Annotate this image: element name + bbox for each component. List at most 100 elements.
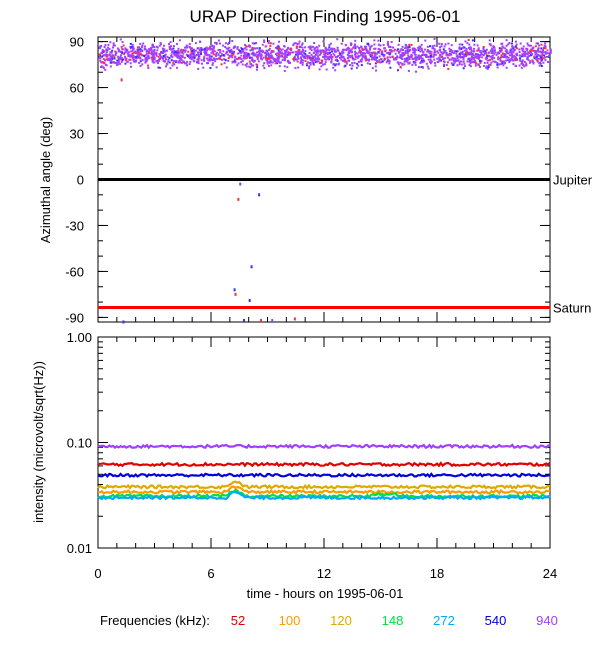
azimuth-point	[110, 59, 113, 62]
azimuth-point	[533, 55, 536, 58]
azimuth-point	[321, 49, 324, 52]
azimuth-point	[428, 45, 431, 48]
azimuth-point	[458, 46, 461, 49]
azimuth-point	[325, 68, 328, 71]
azimuth-point	[180, 48, 183, 51]
azimuth-point	[261, 49, 264, 52]
azimuth-point	[320, 65, 323, 68]
azimuth-point	[369, 46, 372, 49]
azimuth-point	[272, 50, 275, 53]
azimuth-point	[406, 46, 409, 49]
azimuth-point	[333, 47, 336, 50]
azimuth-point	[161, 57, 164, 60]
azimuth-point	[221, 53, 224, 56]
azimuth-point	[105, 51, 108, 54]
azimuth-point	[236, 64, 239, 67]
azimuth-band	[98, 37, 552, 73]
azimuth-point	[260, 54, 263, 57]
azimuth-point	[112, 42, 115, 45]
azimuth-point	[296, 53, 299, 56]
azimuth-point	[304, 46, 307, 49]
azimuth-point	[414, 63, 417, 66]
azimuth-point	[264, 55, 267, 58]
azimuth-point	[357, 64, 360, 67]
azimuth-point	[407, 54, 410, 57]
azimuth-point	[240, 50, 243, 53]
azimuth-point	[150, 48, 153, 51]
azimuth-point	[242, 50, 245, 53]
azimuth-point	[313, 48, 316, 51]
azimuth-point	[455, 50, 458, 53]
azimuth-point	[456, 57, 459, 60]
azimuth-point	[426, 49, 429, 52]
azimuth-point	[274, 59, 277, 62]
azimuth-point	[162, 49, 165, 52]
azimuth-point	[537, 49, 540, 52]
azimuth-point	[316, 46, 319, 49]
azimuth-point	[356, 62, 359, 65]
azimuth-point	[188, 55, 191, 58]
azimuth-point	[465, 55, 468, 58]
azimuth-point	[184, 49, 187, 52]
azimuth-point	[482, 50, 485, 53]
azimuth-point	[99, 56, 102, 59]
azimuth-point	[469, 62, 472, 65]
azimuth-point	[406, 60, 409, 63]
azimuth-point	[540, 65, 543, 68]
azimuth-point	[217, 39, 220, 42]
azimuth-point	[474, 64, 477, 67]
azimuth-point	[521, 59, 524, 62]
azimuth-point	[542, 57, 545, 60]
azimuth-point	[278, 65, 281, 68]
azimuth-point	[336, 59, 339, 62]
azimuth-point	[333, 54, 336, 57]
azimuth-point	[146, 49, 149, 52]
azimuth-point	[170, 53, 173, 56]
azimuth-point	[354, 43, 357, 46]
azimuth-point	[364, 48, 367, 51]
azimuth-point	[439, 54, 442, 57]
azimuth-point	[447, 67, 450, 70]
azimuth-point	[319, 53, 322, 56]
azimuth-point	[108, 47, 111, 50]
azimuth-point	[168, 57, 171, 60]
azimuth-point	[267, 49, 270, 52]
azimuth-point	[236, 47, 239, 50]
azimuth-point	[492, 60, 495, 63]
azimuth-point	[496, 62, 499, 65]
azimuth-point	[482, 48, 485, 51]
azimuth-point	[167, 58, 170, 61]
azimuth-point	[197, 52, 200, 55]
azimuth-point	[121, 57, 124, 60]
azimuth-point	[295, 45, 298, 48]
azimuth-point	[504, 50, 507, 53]
azimuth-point	[351, 64, 354, 67]
azimuth-point	[269, 59, 272, 62]
azimuth-point	[402, 53, 405, 56]
azimuth-point	[175, 54, 178, 57]
azimuth-point	[471, 60, 474, 63]
azimuth-point	[270, 54, 273, 57]
azimuth-point	[432, 55, 435, 58]
azimuth-point	[376, 61, 379, 64]
azimuth-point	[454, 50, 457, 53]
azimuth-point	[181, 50, 184, 53]
azimuth-point	[200, 52, 203, 55]
azimuth-point	[220, 58, 223, 61]
azimuth-point	[113, 56, 116, 59]
azimuth-point	[268, 58, 271, 61]
azimuth-point	[116, 63, 119, 66]
azimuth-point	[118, 58, 121, 61]
azimuth-point	[414, 57, 417, 60]
azimuth-point	[483, 61, 486, 64]
azimuth-point	[460, 63, 463, 66]
azimuth-point	[117, 48, 120, 51]
azimuth-point	[171, 56, 174, 59]
azimuth-point	[368, 51, 371, 54]
azimuth-point	[384, 49, 387, 52]
azimuth-point	[183, 62, 186, 65]
azimuth-point	[249, 49, 252, 52]
azimuth-point	[337, 55, 340, 58]
azimuth-point	[505, 49, 508, 52]
azimuth-point	[267, 54, 270, 57]
